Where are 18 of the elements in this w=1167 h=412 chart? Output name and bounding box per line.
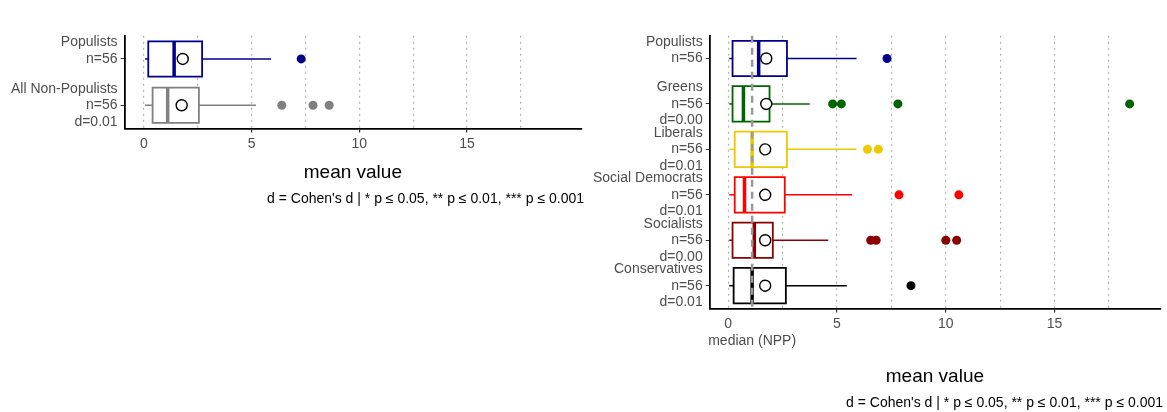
x-axis-title: mean value — [885, 364, 985, 386]
x-tick-label: 15 — [1046, 314, 1063, 331]
text: d = Cohen's d | * p ≤ 0.05, ** p ≤ 0.01, *** p ≤ 0.001 — [266, 190, 585, 206]
x-tick-label: 5 — [247, 134, 256, 151]
x-axis-title: mean value — [303, 160, 402, 182]
y-tick-label: All Non-Populists n=56 d=0.01 — [10, 79, 118, 129]
ref-line-label: median (NPP) — [708, 332, 797, 349]
x-tick-label: 15 — [459, 134, 475, 151]
x-tick-label: 10 — [351, 134, 368, 151]
text: d = Cohen's d | * p ≤ 0.05, ** p ≤ 0.01, *** p ≤ 0.001 — [845, 394, 1164, 410]
y-tick-label: Conservatives n=56 d=0.01 — [614, 260, 703, 310]
x-tick-label: 0 — [724, 314, 733, 331]
x-tick-label: 0 — [140, 134, 149, 151]
y-tick-label: Liberals n=56 d=0.01 — [653, 123, 703, 173]
y-tick-label: Populists n=56 — [60, 33, 118, 66]
x-tick-label: 5 — [833, 314, 842, 331]
y-tick-label: Populists n=56 — [645, 32, 703, 66]
x-tick-label: 10 — [937, 314, 954, 331]
